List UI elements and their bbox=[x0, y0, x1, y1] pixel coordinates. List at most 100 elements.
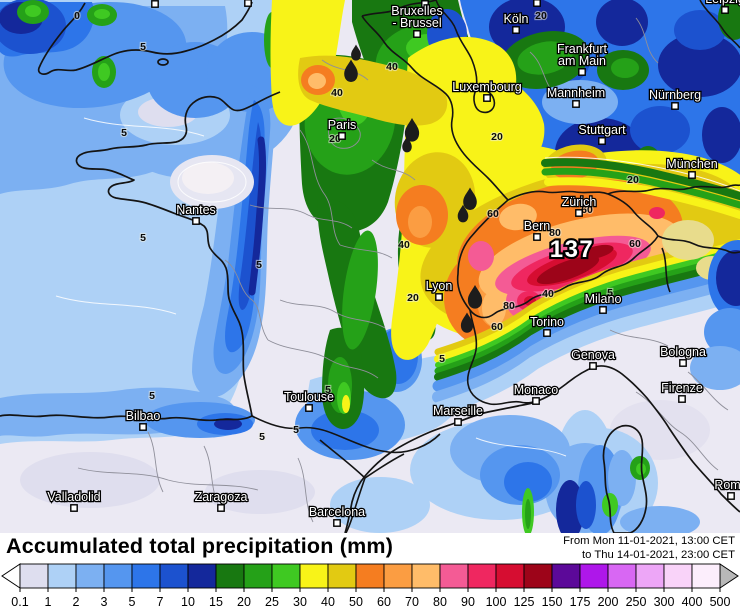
city-label: Zürich bbox=[562, 195, 597, 209]
contour-label: 0 bbox=[74, 10, 80, 22]
contour-label: 60 bbox=[491, 321, 503, 333]
city-marker bbox=[572, 100, 580, 108]
legend-cell bbox=[355, 563, 385, 589]
legend-tick-label: 25 bbox=[265, 595, 279, 609]
city-luxembourg: Luxembourg bbox=[451, 79, 523, 102]
city-label: Zaragoza bbox=[195, 490, 248, 504]
city-label: Mannheim bbox=[547, 86, 605, 100]
city-marker bbox=[483, 94, 491, 102]
city-stuttgart: Stuttgart bbox=[577, 122, 627, 145]
city-label: Toulouse bbox=[284, 390, 334, 404]
city-label: Paris bbox=[328, 118, 356, 132]
precipitation-map: 0 5 20 40 40 5 20 20 20 5 5 60 60 80 60 40 20 80 40 60 5 5 5 5 5… bbox=[0, 0, 740, 533]
city-label: Torino bbox=[530, 315, 564, 329]
contour-label: 20 bbox=[627, 174, 639, 186]
city-marker bbox=[543, 329, 551, 337]
contour-label: 20 bbox=[407, 292, 419, 304]
city-torino: Torino bbox=[529, 314, 565, 337]
legend-tick-label: 90 bbox=[461, 595, 475, 609]
legend-cell bbox=[243, 563, 273, 589]
legend-bar: Accumulated total precipitation (mm) Fro… bbox=[0, 533, 740, 615]
city-marker bbox=[599, 306, 607, 314]
city-marker bbox=[151, 0, 159, 8]
contour-label: 5 bbox=[121, 127, 127, 139]
raindrop-icon bbox=[463, 187, 477, 210]
legend-tick-label: 1 bbox=[45, 595, 52, 609]
city-marker bbox=[578, 68, 586, 76]
city-label: Monaco bbox=[514, 383, 559, 397]
city-marker bbox=[454, 418, 462, 426]
city-marker bbox=[139, 423, 147, 431]
chart-title: Accumulated total precipitation (mm) bbox=[6, 534, 394, 558]
legend-cell bbox=[299, 563, 329, 589]
city-marseille: Marseille bbox=[432, 403, 484, 426]
valid-time-from: From Mon 11-01-2021, 13:00 CET bbox=[563, 535, 735, 547]
city-marker bbox=[244, 0, 252, 7]
contour-label: 20 bbox=[535, 10, 547, 22]
contour-label: 5 bbox=[256, 259, 262, 271]
city-munchen: München bbox=[665, 156, 719, 179]
city-koln: Köln bbox=[502, 11, 530, 34]
city-label: Genova bbox=[571, 348, 615, 362]
legend-tick-label: 7 bbox=[157, 595, 164, 609]
city-label: Frankfurt bbox=[557, 42, 608, 56]
legend-tick-label: 3 bbox=[101, 595, 108, 609]
city-label: Roma bbox=[714, 478, 740, 492]
city-label: München bbox=[666, 157, 717, 171]
contour-label: 80 bbox=[503, 300, 515, 312]
city-marker bbox=[333, 519, 341, 527]
city-bilbao: Bilbao bbox=[124, 408, 162, 431]
legend-cell bbox=[187, 563, 217, 589]
max-precipitation-label: 137 bbox=[550, 236, 595, 263]
city-bruxelles: Bruxelles- Brussel bbox=[390, 3, 444, 38]
legend-cell bbox=[75, 563, 105, 589]
city-label: Milano bbox=[585, 292, 622, 306]
city-barcelona: Barcelona bbox=[308, 504, 366, 527]
contour-label: 40 bbox=[386, 61, 398, 73]
city-leipzig: Leipzig bbox=[704, 0, 740, 14]
contour-label: 5 bbox=[149, 390, 155, 402]
legend-underflow-arrow bbox=[1, 563, 21, 589]
contour-label: 40 bbox=[398, 239, 410, 251]
city-marker bbox=[217, 504, 225, 512]
legend-cell bbox=[19, 563, 49, 589]
city-marker bbox=[721, 6, 729, 14]
contour-label: 60 bbox=[629, 238, 641, 250]
city-firenze: Firenze bbox=[660, 380, 704, 403]
city-marker bbox=[512, 26, 520, 34]
contour-label: 5 bbox=[140, 232, 146, 244]
city-label: - Brussel bbox=[392, 16, 441, 30]
city-label: Luxembourg bbox=[452, 80, 522, 94]
legend-cell bbox=[663, 563, 693, 589]
legend-cell bbox=[215, 563, 245, 589]
city-marker bbox=[338, 132, 346, 140]
city-monaco: Monaco bbox=[512, 382, 560, 405]
legend-cell bbox=[691, 563, 721, 589]
city-marker bbox=[533, 233, 541, 241]
raindrop-icon bbox=[351, 44, 361, 61]
color-scale-legend: 0.1 1 2 3 5 7 10 15 20 25 30 40 50 60 70 80 90 100 125 150 1… bbox=[1, 563, 739, 609]
city-genova: Genova bbox=[570, 347, 616, 370]
legend-tick-label: 500 bbox=[710, 595, 731, 609]
city-marker bbox=[533, 0, 541, 7]
contour-label: 60 bbox=[487, 208, 499, 220]
legend-cell bbox=[579, 563, 609, 589]
legend-cell bbox=[607, 563, 637, 589]
city-mannheim: Mannheim bbox=[546, 85, 606, 108]
city-label: Firenze bbox=[661, 381, 703, 395]
legend-cell bbox=[271, 563, 301, 589]
city-nurnberg: Nürnberg bbox=[648, 87, 702, 110]
city-marker bbox=[413, 30, 421, 38]
legend-tick-label: 15 bbox=[209, 595, 223, 609]
city-label: Bern bbox=[524, 219, 550, 233]
city-marker bbox=[70, 504, 78, 512]
legend-tick-label: 60 bbox=[377, 595, 391, 609]
legend-cell bbox=[467, 563, 497, 589]
legend-cell bbox=[495, 563, 525, 589]
city-marker bbox=[305, 404, 313, 412]
city-marker bbox=[435, 293, 443, 301]
contour-label: 5 bbox=[325, 384, 331, 396]
legend-tick-label: 100 bbox=[486, 595, 507, 609]
raindrop-icon bbox=[467, 284, 483, 309]
